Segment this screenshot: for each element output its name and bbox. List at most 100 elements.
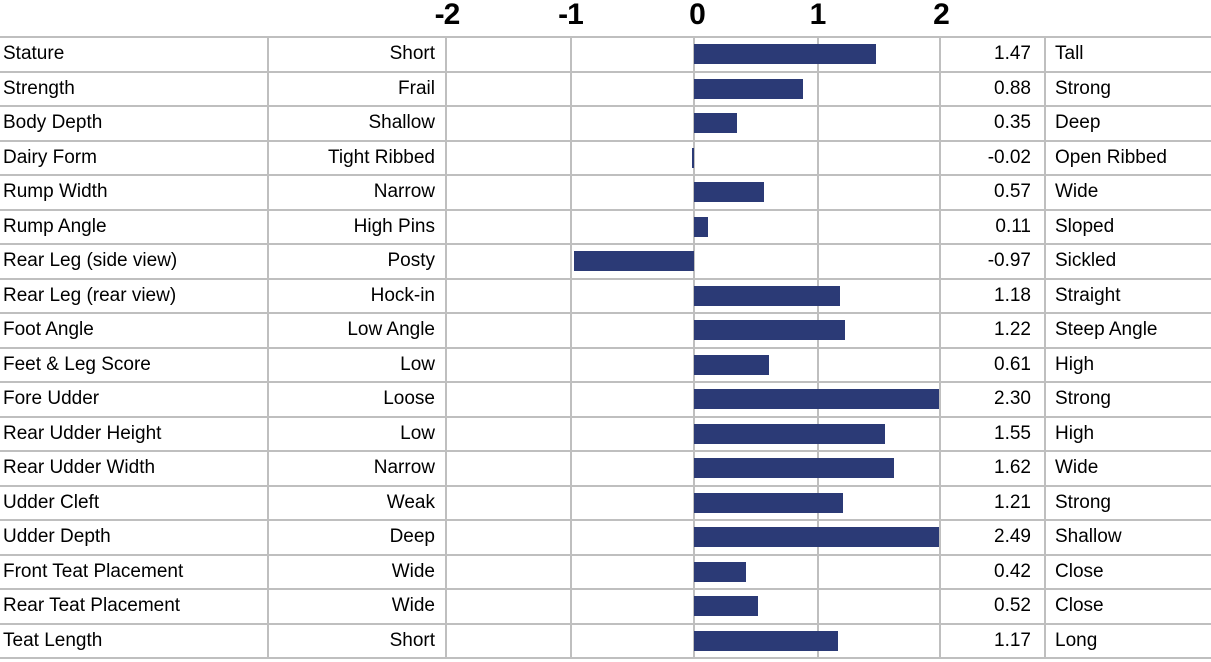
trait-row: Rear Leg (side view) Posty -0.97 Sickled (0, 245, 1211, 280)
trait-value: -0.97 (941, 245, 1046, 278)
trait-high-label: Close (1046, 555, 1211, 588)
trait-value: 1.22 (941, 314, 1046, 347)
trait-row: Udder Cleft Weak 1.21 Strong (0, 486, 1211, 521)
trait-name: Strength (0, 72, 269, 105)
trait-bar-cell (447, 417, 941, 450)
trait-name: Rear Udder Height (0, 417, 269, 450)
trait-name: Foot Angle (0, 314, 269, 347)
trait-name: Rump Width (0, 176, 269, 209)
trait-high-label: Shallow (1046, 521, 1211, 554)
trait-bar-cell (447, 624, 941, 657)
trait-low-label: Low Angle (269, 314, 447, 347)
trait-value: 1.47 (941, 38, 1046, 71)
trait-bar-cell (447, 176, 941, 209)
trait-high-label: Strong (1046, 72, 1211, 105)
trait-bar-cell (447, 107, 941, 140)
trait-bar-cell (447, 383, 941, 416)
trait-row: Rear Udder Width Narrow 1.62 Wide (0, 452, 1211, 487)
trait-value: 0.11 (941, 210, 1046, 243)
trait-table: Stature Short 1.47 Tall Strength Frail 0… (0, 36, 1211, 659)
trait-low-label: Narrow (269, 176, 447, 209)
trait-bar-cell (447, 486, 941, 519)
axis-tick-label: 1 (809, 0, 827, 31)
trait-name: Teat Length (0, 624, 269, 657)
trait-high-label: Strong (1046, 486, 1211, 519)
axis-tick-label: 2 (933, 0, 950, 31)
trait-value: 1.18 (941, 279, 1046, 312)
trait-low-label: Narrow (269, 452, 447, 485)
trait-bar-cell (447, 141, 941, 174)
trait-name: Body Depth (0, 107, 269, 140)
trait-row: Rump Width Narrow 0.57 Wide (0, 176, 1211, 211)
trait-bar (694, 492, 844, 513)
trait-value: 2.49 (941, 521, 1046, 554)
trait-high-label: Deep (1046, 107, 1211, 140)
axis-tick-label: 0 (689, 0, 706, 31)
trait-low-label: Wide (269, 590, 447, 623)
trait-value: 0.61 (941, 348, 1046, 381)
trait-bar (694, 354, 770, 375)
trait-bar-cell (447, 452, 941, 485)
trait-value: -0.02 (941, 141, 1046, 174)
trait-bar (694, 630, 839, 651)
trait-name: Dairy Form (0, 141, 269, 174)
trait-name: Fore Udder (0, 383, 269, 416)
trait-bar-cell (447, 521, 941, 554)
trait-bar (694, 596, 759, 617)
trait-row: Teat Length Short 1.17 Long (0, 624, 1211, 659)
trait-row: Foot Angle Low Angle 1.22 Steep Angle (0, 314, 1211, 349)
trait-low-label: Hock-in (269, 279, 447, 312)
trait-row: Rump Angle High Pins 0.11 Sloped (0, 210, 1211, 245)
trait-name: Feet & Leg Score (0, 348, 269, 381)
trait-low-label: Tight Ribbed (269, 141, 447, 174)
trait-low-label: Shallow (269, 107, 447, 140)
trait-bar-cell (447, 314, 941, 347)
trait-bar-cell (447, 348, 941, 381)
trait-name: Front Teat Placement (0, 555, 269, 588)
trait-bar-cell (447, 279, 941, 312)
trait-value: 0.35 (941, 107, 1046, 140)
trait-high-label: Open Ribbed (1046, 141, 1211, 174)
trait-bar-cell (447, 38, 941, 71)
trait-row: Strength Frail 0.88 Strong (0, 72, 1211, 107)
trait-name: Rump Angle (0, 210, 269, 243)
trait-bar (694, 44, 876, 65)
trait-bar (694, 389, 939, 410)
trait-bar-cell (447, 555, 941, 588)
trait-bar (694, 527, 939, 548)
trait-bar-cell (447, 72, 941, 105)
trait-name: Rear Teat Placement (0, 590, 269, 623)
trait-row: Body Depth Shallow 0.35 Deep (0, 107, 1211, 142)
trait-row: Feet & Leg Score Low 0.61 High (0, 348, 1211, 383)
trait-low-label: Low (269, 417, 447, 450)
trait-high-label: Strong (1046, 383, 1211, 416)
trait-value: 1.62 (941, 452, 1046, 485)
trait-row: Rear Udder Height Low 1.55 High (0, 417, 1211, 452)
trait-high-label: Tall (1046, 38, 1211, 71)
trait-name: Rear Leg (rear view) (0, 279, 269, 312)
trait-low-label: Posty (269, 245, 447, 278)
trait-value: 0.52 (941, 590, 1046, 623)
trait-low-label: Loose (269, 383, 447, 416)
trait-bar (694, 216, 708, 237)
trait-bar (691, 147, 694, 168)
trait-name: Udder Depth (0, 521, 269, 554)
trait-bar (694, 113, 738, 134)
trait-low-label: Deep (269, 521, 447, 554)
trait-row: Udder Depth Deep 2.49 Shallow (0, 521, 1211, 556)
trait-high-label: Straight (1046, 279, 1211, 312)
trait-name: Udder Cleft (0, 486, 269, 519)
trait-low-label: Low (269, 348, 447, 381)
trait-bar (694, 458, 895, 479)
trait-value: 1.17 (941, 624, 1046, 657)
trait-bar (694, 320, 845, 341)
trait-value: 0.42 (941, 555, 1046, 588)
trait-bar (694, 78, 803, 99)
trait-high-label: Sloped (1046, 210, 1211, 243)
trait-bar-cell (447, 245, 941, 278)
trait-value: 0.57 (941, 176, 1046, 209)
trait-name: Stature (0, 38, 269, 71)
trait-high-label: Sickled (1046, 245, 1211, 278)
axis-tick-label: -2 (434, 0, 461, 31)
